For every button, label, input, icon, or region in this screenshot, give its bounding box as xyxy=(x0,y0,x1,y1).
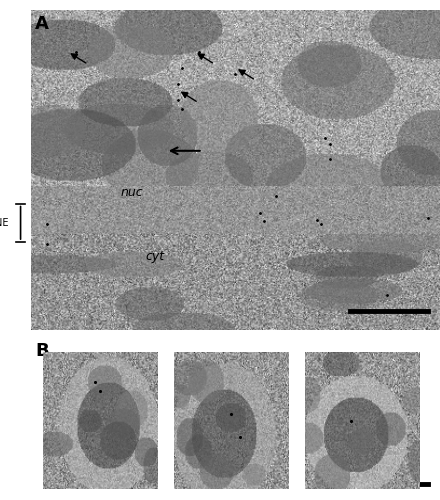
Text: nuc: nuc xyxy=(121,186,143,198)
Text: B: B xyxy=(35,342,48,360)
Text: cyt: cyt xyxy=(145,250,165,262)
Text: NE: NE xyxy=(0,218,8,228)
Text: A: A xyxy=(35,15,49,33)
